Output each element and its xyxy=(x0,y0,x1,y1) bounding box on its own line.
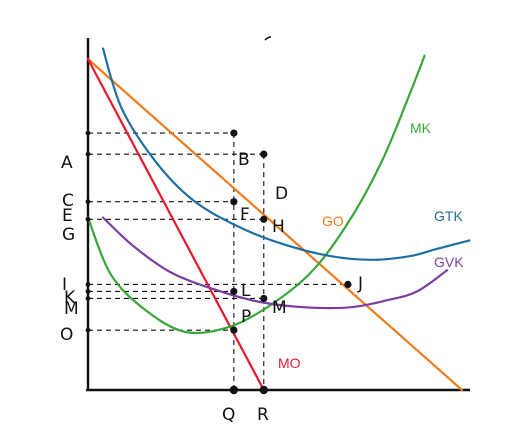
dot-B xyxy=(230,129,238,137)
dot-L xyxy=(230,287,238,296)
point-label-J: J xyxy=(357,274,363,294)
y-label-E: E xyxy=(62,206,73,226)
points-layer xyxy=(85,129,352,395)
axis-dot-E xyxy=(85,199,91,205)
dot-H xyxy=(260,215,268,223)
point-label-P: P xyxy=(241,307,251,327)
curve-GO xyxy=(86,58,464,392)
y-label-K: K xyxy=(64,288,76,308)
curve-label-GVK: GVK xyxy=(434,254,464,270)
point-label-F: F xyxy=(240,205,250,225)
point-label-L: L xyxy=(241,281,251,301)
y-label-I: I xyxy=(62,275,67,295)
dot-J xyxy=(344,280,352,288)
dot-M xyxy=(260,294,268,303)
point-label-M: M xyxy=(272,298,287,318)
curve-MO xyxy=(86,58,265,392)
point-label-H: H xyxy=(272,217,285,237)
dot-P xyxy=(230,326,238,334)
curve-label-GTK: GTK xyxy=(434,208,463,224)
y-label-O: O xyxy=(60,325,73,345)
y-label-M: M xyxy=(64,299,79,319)
dot-F xyxy=(230,198,238,206)
y-label-A: A xyxy=(61,153,73,173)
x-label-R: R xyxy=(257,405,269,425)
pen-mark xyxy=(264,36,272,41)
curve-label-GO: GO xyxy=(322,213,344,229)
point-label-B: B xyxy=(238,150,250,170)
curve-GTK xyxy=(101,47,471,261)
axis-dot-M xyxy=(85,296,91,301)
axis-dot-O xyxy=(85,327,91,333)
y-label-C-top: C xyxy=(62,191,74,211)
curve-label-MO: MO xyxy=(278,355,301,371)
axis-dot-A xyxy=(85,130,91,136)
curve-MK xyxy=(86,54,426,335)
x-label-Q: Q xyxy=(222,405,235,425)
axis-dot-I xyxy=(85,282,91,287)
dot-R xyxy=(259,385,268,395)
axis-dot-C xyxy=(85,151,91,157)
point-label-D: D xyxy=(275,184,288,204)
curves-layer xyxy=(86,47,471,392)
curve-GVK xyxy=(101,216,449,310)
curve-label-MK: MK xyxy=(410,120,432,136)
axis-dot-K xyxy=(85,289,91,294)
dashed-guide-lines xyxy=(88,132,348,390)
dot-Q xyxy=(229,385,239,395)
dot-D xyxy=(260,150,268,158)
y-label-G: G xyxy=(62,225,75,245)
axis-dot-G xyxy=(85,216,91,222)
